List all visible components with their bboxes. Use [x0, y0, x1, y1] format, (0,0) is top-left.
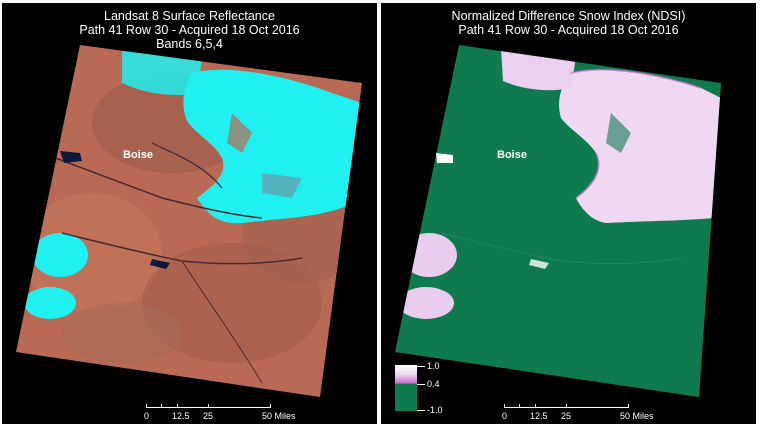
left-snow-cover: [183, 69, 362, 224]
right-map-title: Normalized Difference Snow Index (NDSI) …: [381, 9, 756, 37]
legend-min-label: -1.0: [427, 405, 443, 415]
left-city-label-boise: Boise: [123, 149, 153, 161]
left-title-line-2: Path 41 Row 30 - Acquired 18 Oct 2016: [79, 23, 300, 37]
left-title-line-3: Bands 6,5,4: [156, 37, 223, 51]
right-scale-label-0: 0: [502, 411, 508, 421]
left-scale-label-12-5: 12.5: [172, 411, 190, 421]
left-satellite-image: [16, 45, 362, 397]
right-ndsi-image: [395, 45, 721, 397]
right-scale-label-50: 50 Miles: [620, 411, 654, 421]
left-map-panel: Landsat 8 Surface Reflectance Path 41 Ro…: [2, 3, 377, 424]
ndsi-color-ramp: [395, 365, 417, 411]
legend-mid-label: 0.4: [427, 379, 440, 389]
left-map-title: Landsat 8 Surface Reflectance Path 41 Ro…: [2, 9, 377, 51]
right-title-line-1: Normalized Difference Snow Index (NDSI): [451, 9, 686, 23]
right-scale-label-25: 25: [561, 411, 572, 421]
right-title-line-2: Path 41 Row 30 - Acquired 18 Oct 2016: [458, 23, 679, 37]
legend-max-label: 1.0: [427, 361, 440, 371]
right-city-label-boise: Boise: [497, 149, 527, 161]
right-map-panel: Normalized Difference Snow Index (NDSI) …: [381, 3, 756, 424]
right-scale-label-12-5: 12.5: [530, 411, 548, 421]
left-title-line-1: Landsat 8 Surface Reflectance: [104, 9, 275, 23]
right-snow-cover: [559, 69, 721, 223]
right-scale-bar: 0 12.5 25 50 Miles: [502, 404, 654, 424]
left-scale-label-50: 50 Miles: [262, 411, 296, 421]
left-scale-label-0: 0: [144, 411, 150, 421]
left-scale-label-25: 25: [203, 411, 214, 421]
ndsi-legend: 1.0 0.4 -1.0: [395, 361, 455, 415]
left-scale-bar: 0 12.5 25 50 Miles: [144, 404, 296, 424]
